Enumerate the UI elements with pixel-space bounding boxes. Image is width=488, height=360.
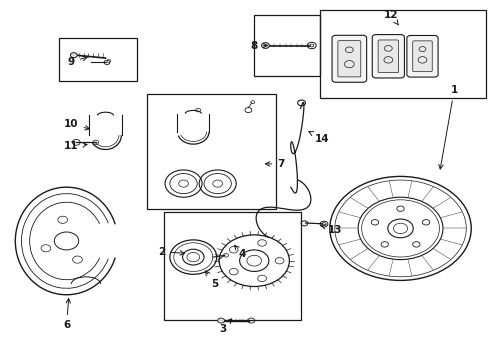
- FancyBboxPatch shape: [331, 35, 366, 82]
- Text: 5: 5: [205, 271, 219, 289]
- Text: 6: 6: [63, 298, 70, 330]
- FancyBboxPatch shape: [406, 36, 437, 77]
- Circle shape: [261, 42, 269, 48]
- Text: 7: 7: [265, 159, 284, 169]
- FancyBboxPatch shape: [371, 35, 404, 78]
- FancyBboxPatch shape: [412, 41, 431, 72]
- FancyBboxPatch shape: [337, 41, 360, 77]
- Bar: [147, 94, 276, 209]
- Text: 12: 12: [383, 10, 398, 25]
- Text: 13: 13: [321, 225, 341, 235]
- Text: 2: 2: [158, 247, 184, 257]
- Text: 8: 8: [250, 41, 267, 50]
- Bar: [254, 15, 320, 76]
- Text: 10: 10: [64, 120, 89, 130]
- Text: 3: 3: [219, 319, 231, 334]
- Bar: [163, 212, 300, 320]
- Circle shape: [70, 53, 77, 58]
- Text: 14: 14: [308, 132, 329, 144]
- Text: 1: 1: [438, 85, 457, 169]
- Text: 11: 11: [64, 141, 87, 151]
- Text: 4: 4: [234, 246, 245, 258]
- Bar: [320, 10, 485, 98]
- Bar: [59, 39, 137, 81]
- Text: 9: 9: [68, 57, 87, 67]
- FancyBboxPatch shape: [377, 40, 398, 73]
- Circle shape: [217, 318, 224, 323]
